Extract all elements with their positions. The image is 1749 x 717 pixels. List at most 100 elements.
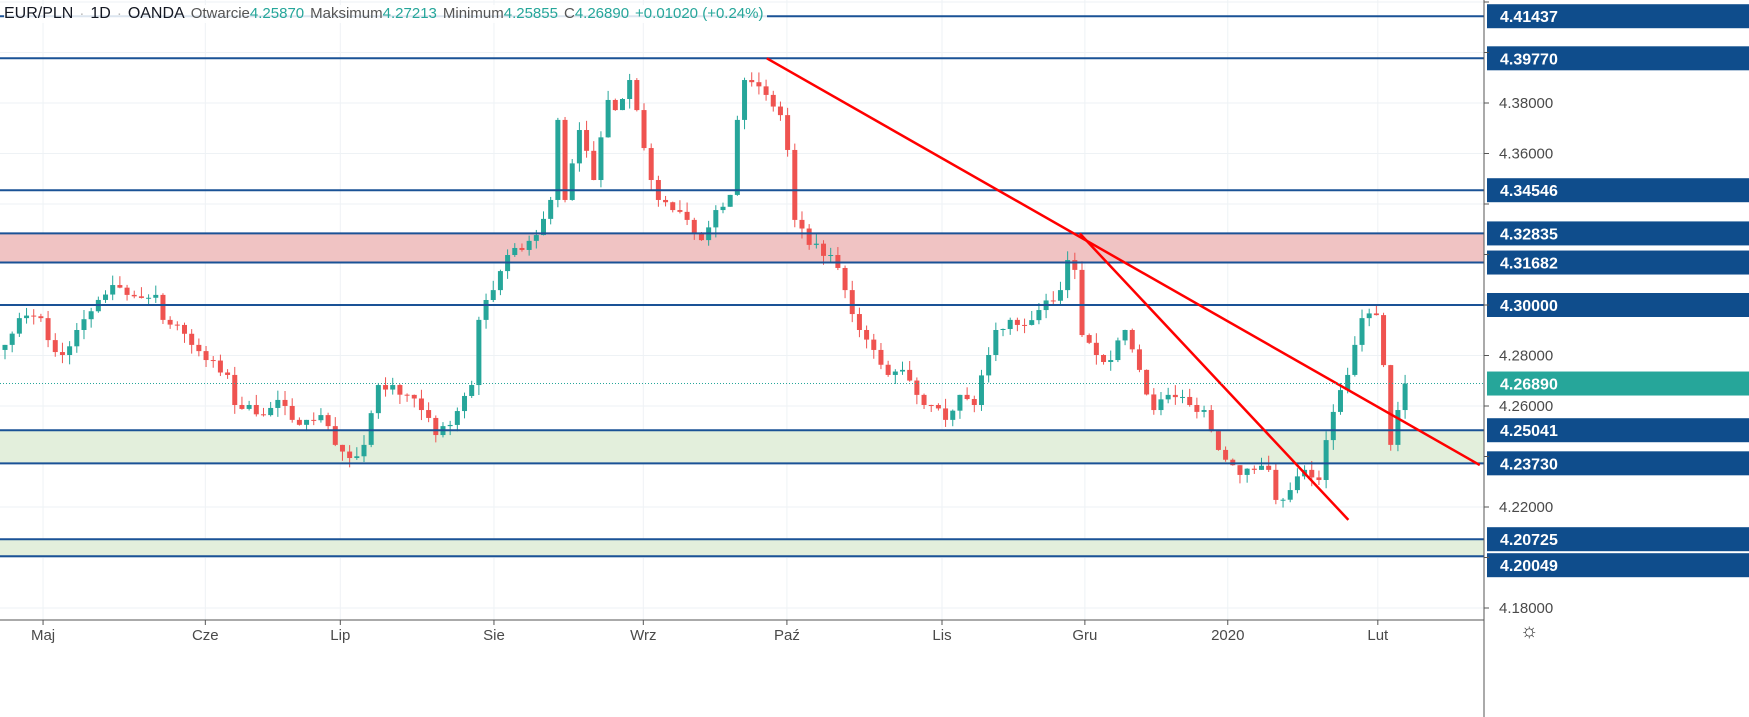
time-tick-label: Gru — [1072, 627, 1097, 644]
level-price-label: 4.39770 — [1500, 51, 1558, 68]
candle-body — [648, 148, 654, 181]
time-tick-label: Wrz — [630, 627, 656, 644]
candle-body — [462, 395, 468, 412]
candle-body — [1180, 396, 1186, 398]
candle-body — [2, 344, 8, 350]
price-tick-label: 4.26000 — [1499, 398, 1553, 415]
price-axis — [1484, 0, 1749, 717]
candle-body — [1187, 396, 1193, 405]
candle-body — [548, 199, 554, 219]
candle-body — [849, 290, 855, 315]
candle-body — [885, 364, 891, 375]
level-price-label: 4.32835 — [1500, 226, 1558, 243]
candle-body — [1057, 290, 1063, 301]
open-label: Otwarcie — [190, 5, 250, 22]
candle-body — [1395, 410, 1401, 445]
candle-body — [253, 404, 259, 415]
candle-body — [1352, 344, 1358, 375]
level-price-label: 4.30000 — [1500, 298, 1558, 315]
candle-body — [24, 315, 30, 319]
interval-label[interactable]: 1D — [90, 5, 111, 22]
candle-body — [275, 399, 281, 408]
candle-body — [153, 294, 159, 298]
candle-body — [993, 329, 999, 355]
level-price-label-bg — [1487, 418, 1749, 443]
candle-body — [45, 318, 51, 341]
candle-body — [375, 385, 381, 414]
candle-body — [1101, 354, 1107, 362]
candle-body — [576, 130, 582, 164]
symbol-label[interactable]: EUR/PLN — [4, 5, 74, 22]
candle-body — [541, 218, 546, 236]
candle-body — [1050, 300, 1056, 302]
candle-body — [131, 294, 137, 297]
candle-body — [483, 300, 489, 320]
time-tick-label: Lis — [932, 627, 951, 644]
candle-body — [813, 243, 819, 245]
candle-body — [325, 415, 331, 427]
candle-body — [404, 394, 410, 396]
candle-body — [246, 404, 252, 409]
candle-body — [1072, 260, 1078, 270]
candle-body — [311, 419, 317, 421]
candle-body — [260, 414, 266, 416]
candle-body — [332, 426, 338, 445]
candle-body — [397, 385, 403, 395]
open-value: 4.25870 — [249, 5, 305, 22]
candle-body — [641, 110, 647, 149]
candle-body — [282, 399, 288, 406]
low-value: 4.25855 — [503, 5, 558, 22]
candle-body — [1007, 319, 1013, 329]
candle-body — [88, 311, 94, 320]
candle-body — [1208, 410, 1214, 432]
candle-body — [828, 255, 834, 257]
candle-body — [720, 206, 726, 211]
candle-body — [225, 372, 231, 375]
level-price-label-bg — [1487, 46, 1749, 71]
candle-body — [110, 285, 116, 295]
candle-body — [368, 413, 374, 445]
candle-body — [842, 267, 848, 291]
candle-body — [1108, 360, 1114, 362]
candle-body — [103, 294, 109, 300]
level-price-label-bg — [1487, 250, 1749, 275]
candle-body — [928, 404, 934, 406]
settings-gear-icon[interactable]: ☼ — [1520, 620, 1539, 642]
candle-body — [418, 398, 424, 411]
candle-body — [864, 329, 870, 340]
time-tick-label: Cze — [192, 627, 219, 644]
candle-body — [806, 228, 812, 245]
candle-body — [1136, 349, 1142, 370]
candle-body — [598, 137, 604, 181]
candle-body — [426, 410, 432, 418]
level-price-label: 4.20049 — [1500, 558, 1558, 575]
candle-body — [986, 354, 992, 376]
level-price-label: 4.41437 — [1500, 9, 1558, 26]
candle-body — [411, 394, 417, 399]
candle-body — [1036, 310, 1042, 321]
candle-body — [1014, 319, 1020, 325]
candle-body — [785, 115, 791, 150]
candle-body — [1115, 340, 1121, 361]
level-price-label: 4.25041 — [1500, 423, 1558, 440]
open-field: Otwarcie4.25870 — [191, 5, 304, 22]
candle-body — [9, 333, 15, 345]
candle-body — [878, 349, 884, 365]
candle-body — [268, 407, 274, 416]
candle-body — [174, 324, 180, 326]
candle-body — [663, 199, 669, 203]
candle-body — [1280, 499, 1286, 501]
candle-body — [383, 385, 389, 390]
candle-body — [957, 394, 963, 411]
candle-body — [605, 99, 611, 138]
level-price-label-bg — [1487, 451, 1749, 476]
candle-body — [38, 316, 44, 319]
candle-body — [1294, 476, 1300, 491]
candle-body — [698, 233, 704, 241]
candle-body — [619, 99, 625, 111]
last-price-label: 4.26890 — [1500, 377, 1558, 394]
candle-body — [1309, 469, 1315, 478]
candle-body — [555, 119, 561, 200]
candle-body — [1029, 320, 1035, 325]
